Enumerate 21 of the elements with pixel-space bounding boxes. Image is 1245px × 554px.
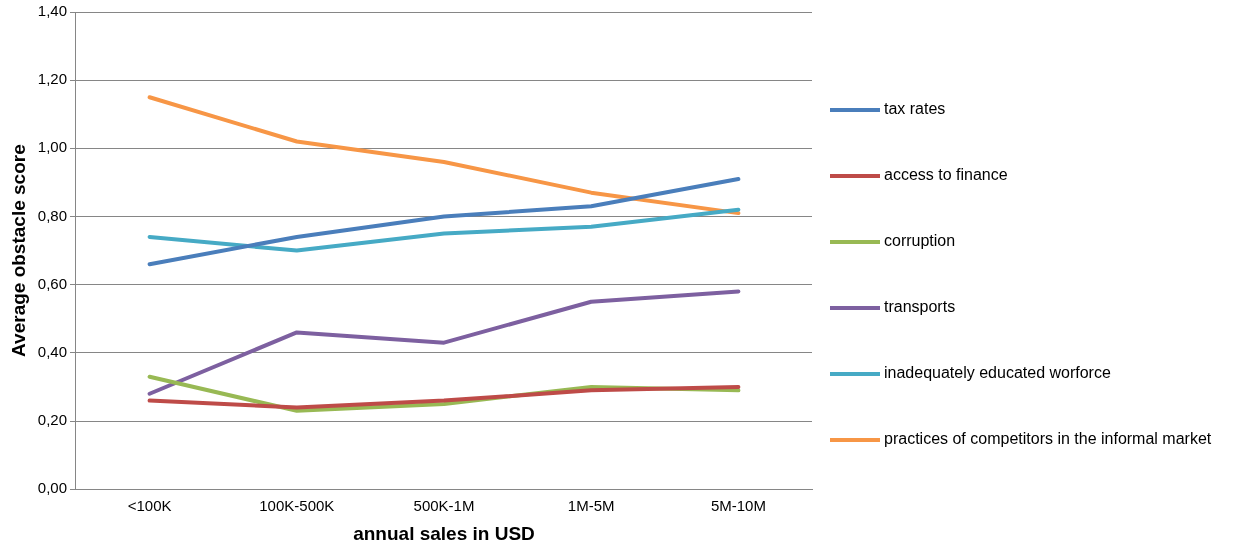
x-axis-title: annual sales in USD	[353, 522, 535, 544]
x-tick-label: <100K	[127, 497, 172, 515]
y-tick-label: 0,60	[37, 274, 67, 292]
y-axis-title: Average obstacle score	[7, 144, 29, 357]
y-tick-label: 1,00	[37, 138, 67, 156]
x-tick-label: 5M-10M	[710, 497, 766, 515]
x-tick-label: 1M-5M	[567, 497, 615, 515]
legend-label: tax rates	[884, 100, 946, 118]
legend-label: practices of competitors in the informal market	[884, 430, 1212, 448]
legend-label: transports	[884, 298, 956, 316]
x-tick-label: 500K-1M	[413, 497, 475, 515]
legend-label: corruption	[884, 232, 956, 250]
y-tick-label: 0,20	[37, 411, 67, 429]
legend-label: access to finance	[884, 166, 1008, 184]
x-tick-label: 100K-500K	[259, 497, 335, 515]
y-tick-label: 1,40	[37, 2, 67, 20]
y-tick-label: 0,40	[37, 343, 67, 360]
legend-label: inadequately educated worforce	[884, 364, 1111, 382]
y-tick-label: 0,00	[37, 479, 67, 497]
y-tick-label: 1,20	[37, 70, 67, 88]
y-tick-label: 0,80	[37, 206, 67, 224]
